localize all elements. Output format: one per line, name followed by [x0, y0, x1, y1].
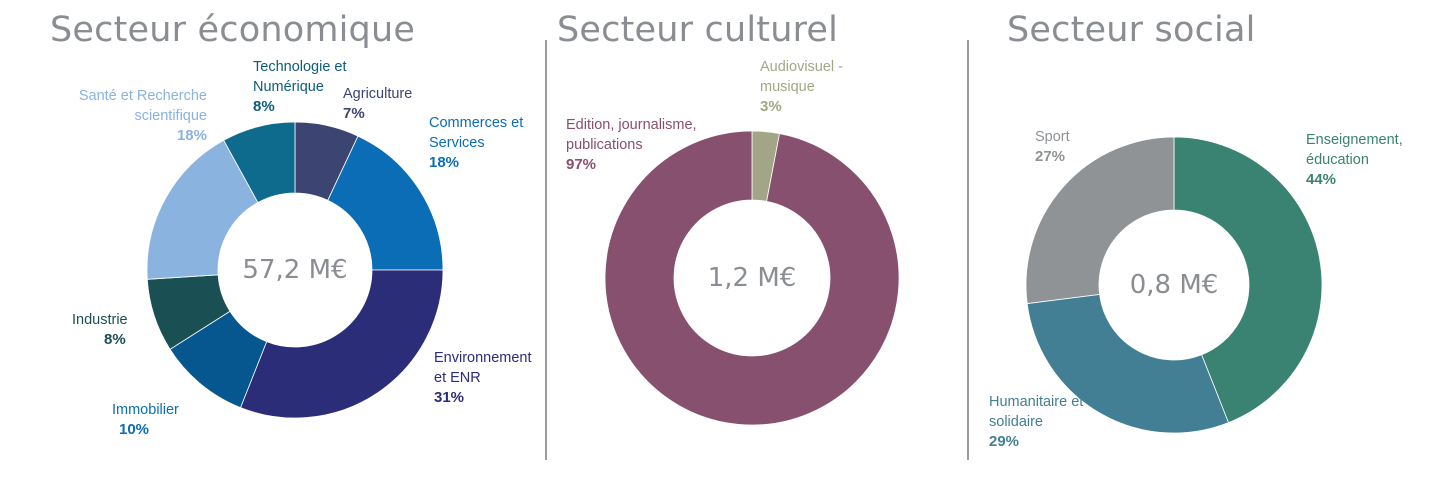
- donut-slice-sport: [1025, 136, 1175, 304]
- chart-total-culturel: 1,2 M€: [707, 263, 797, 293]
- donut-slice-enseignement-education: [1173, 136, 1323, 424]
- donut-slice-humanitaire-et-solidaire: [1026, 293, 1229, 434]
- divider-1: [545, 40, 547, 460]
- chart-title-culturel: Secteur culturel: [557, 10, 839, 50]
- slice-label-edition-journalisme: Edition, journalisme, publications 97%: [566, 117, 697, 173]
- slice-label-commerces-services: Commerces et Services 18%: [429, 115, 524, 171]
- divider-2: [967, 40, 969, 460]
- donut-slice-environnement-et-enr: [239, 269, 444, 419]
- slice-label-technologie-numerique: Technologie et Numérique 8%: [253, 59, 347, 115]
- donut-slice-commerces-et-services: [327, 135, 444, 271]
- slice-label-environnement-enr: Environnement et ENR 31%: [434, 350, 532, 406]
- donut-slice-technologie-et-numerique: [223, 121, 296, 204]
- slice-label-agriculture: Agriculture 7%: [343, 86, 413, 122]
- slice-label-enseignement-education: Enseignement, éducation 44%: [1306, 132, 1403, 188]
- slice-label-industrie: Industrie 8%: [72, 312, 128, 348]
- slice-label-sport: Sport 27%: [1035, 129, 1070, 165]
- slice-label-audiovisuel-musique: Audiovisuel - musique 3%: [760, 59, 844, 115]
- donut-slice-edition-journalisme-publications: [604, 130, 900, 426]
- chart-title-social: Secteur social: [1007, 10, 1256, 50]
- slice-label-immobilier: Immobilier 10%: [112, 402, 179, 438]
- chart-total-social: 0,8 M€: [1129, 270, 1219, 300]
- slice-label-sante-recherche: Santé et Recherche scientifique 18%: [78, 88, 207, 144]
- chart-title-economique: Secteur économique: [50, 10, 416, 50]
- chart-total-economique: 57,2 M€: [242, 255, 348, 285]
- slice-label-humanitaire-solidaire: Humanitaire et solidaire 29%: [989, 394, 1084, 450]
- donut-slice-sante-et-recherche-scientifique: [146, 139, 259, 280]
